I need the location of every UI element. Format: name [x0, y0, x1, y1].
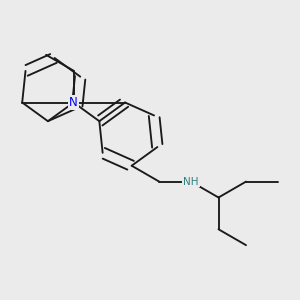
Text: N: N: [69, 96, 78, 109]
Text: NH: NH: [183, 177, 199, 187]
